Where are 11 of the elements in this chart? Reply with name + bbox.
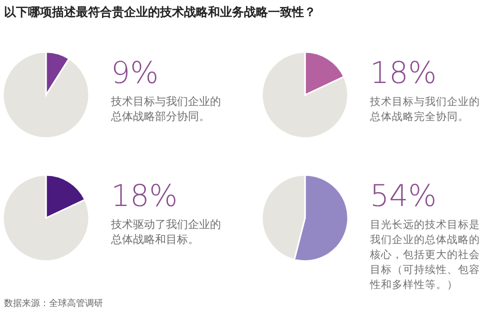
chart-title: 9% (111, 56, 159, 91)
pie-slice (261, 51, 349, 139)
source-note: 数据来源：全球高管调研 (4, 298, 103, 309)
chart-title: 18% (370, 56, 437, 91)
chart-title: 18% (111, 179, 178, 214)
text: 技术目标与我们企业的总体战略完全协同。 (369, 95, 480, 123)
text: 技术驱动了我们企业的总体战略和目标。 (110, 218, 221, 246)
text: 技术目标与我们企业的总体战略部分协同。 (110, 95, 221, 123)
text: 目光长远的技术目标是我们企业的总体战略的核心，包括更大的社会目标（可持续性、包容性和多样性等。） (369, 218, 480, 291)
chart-title: 54% (370, 179, 437, 214)
text: 以下哪项描述最符合贵企业的技术战略和业务战略一致性？ (4, 5, 316, 19)
